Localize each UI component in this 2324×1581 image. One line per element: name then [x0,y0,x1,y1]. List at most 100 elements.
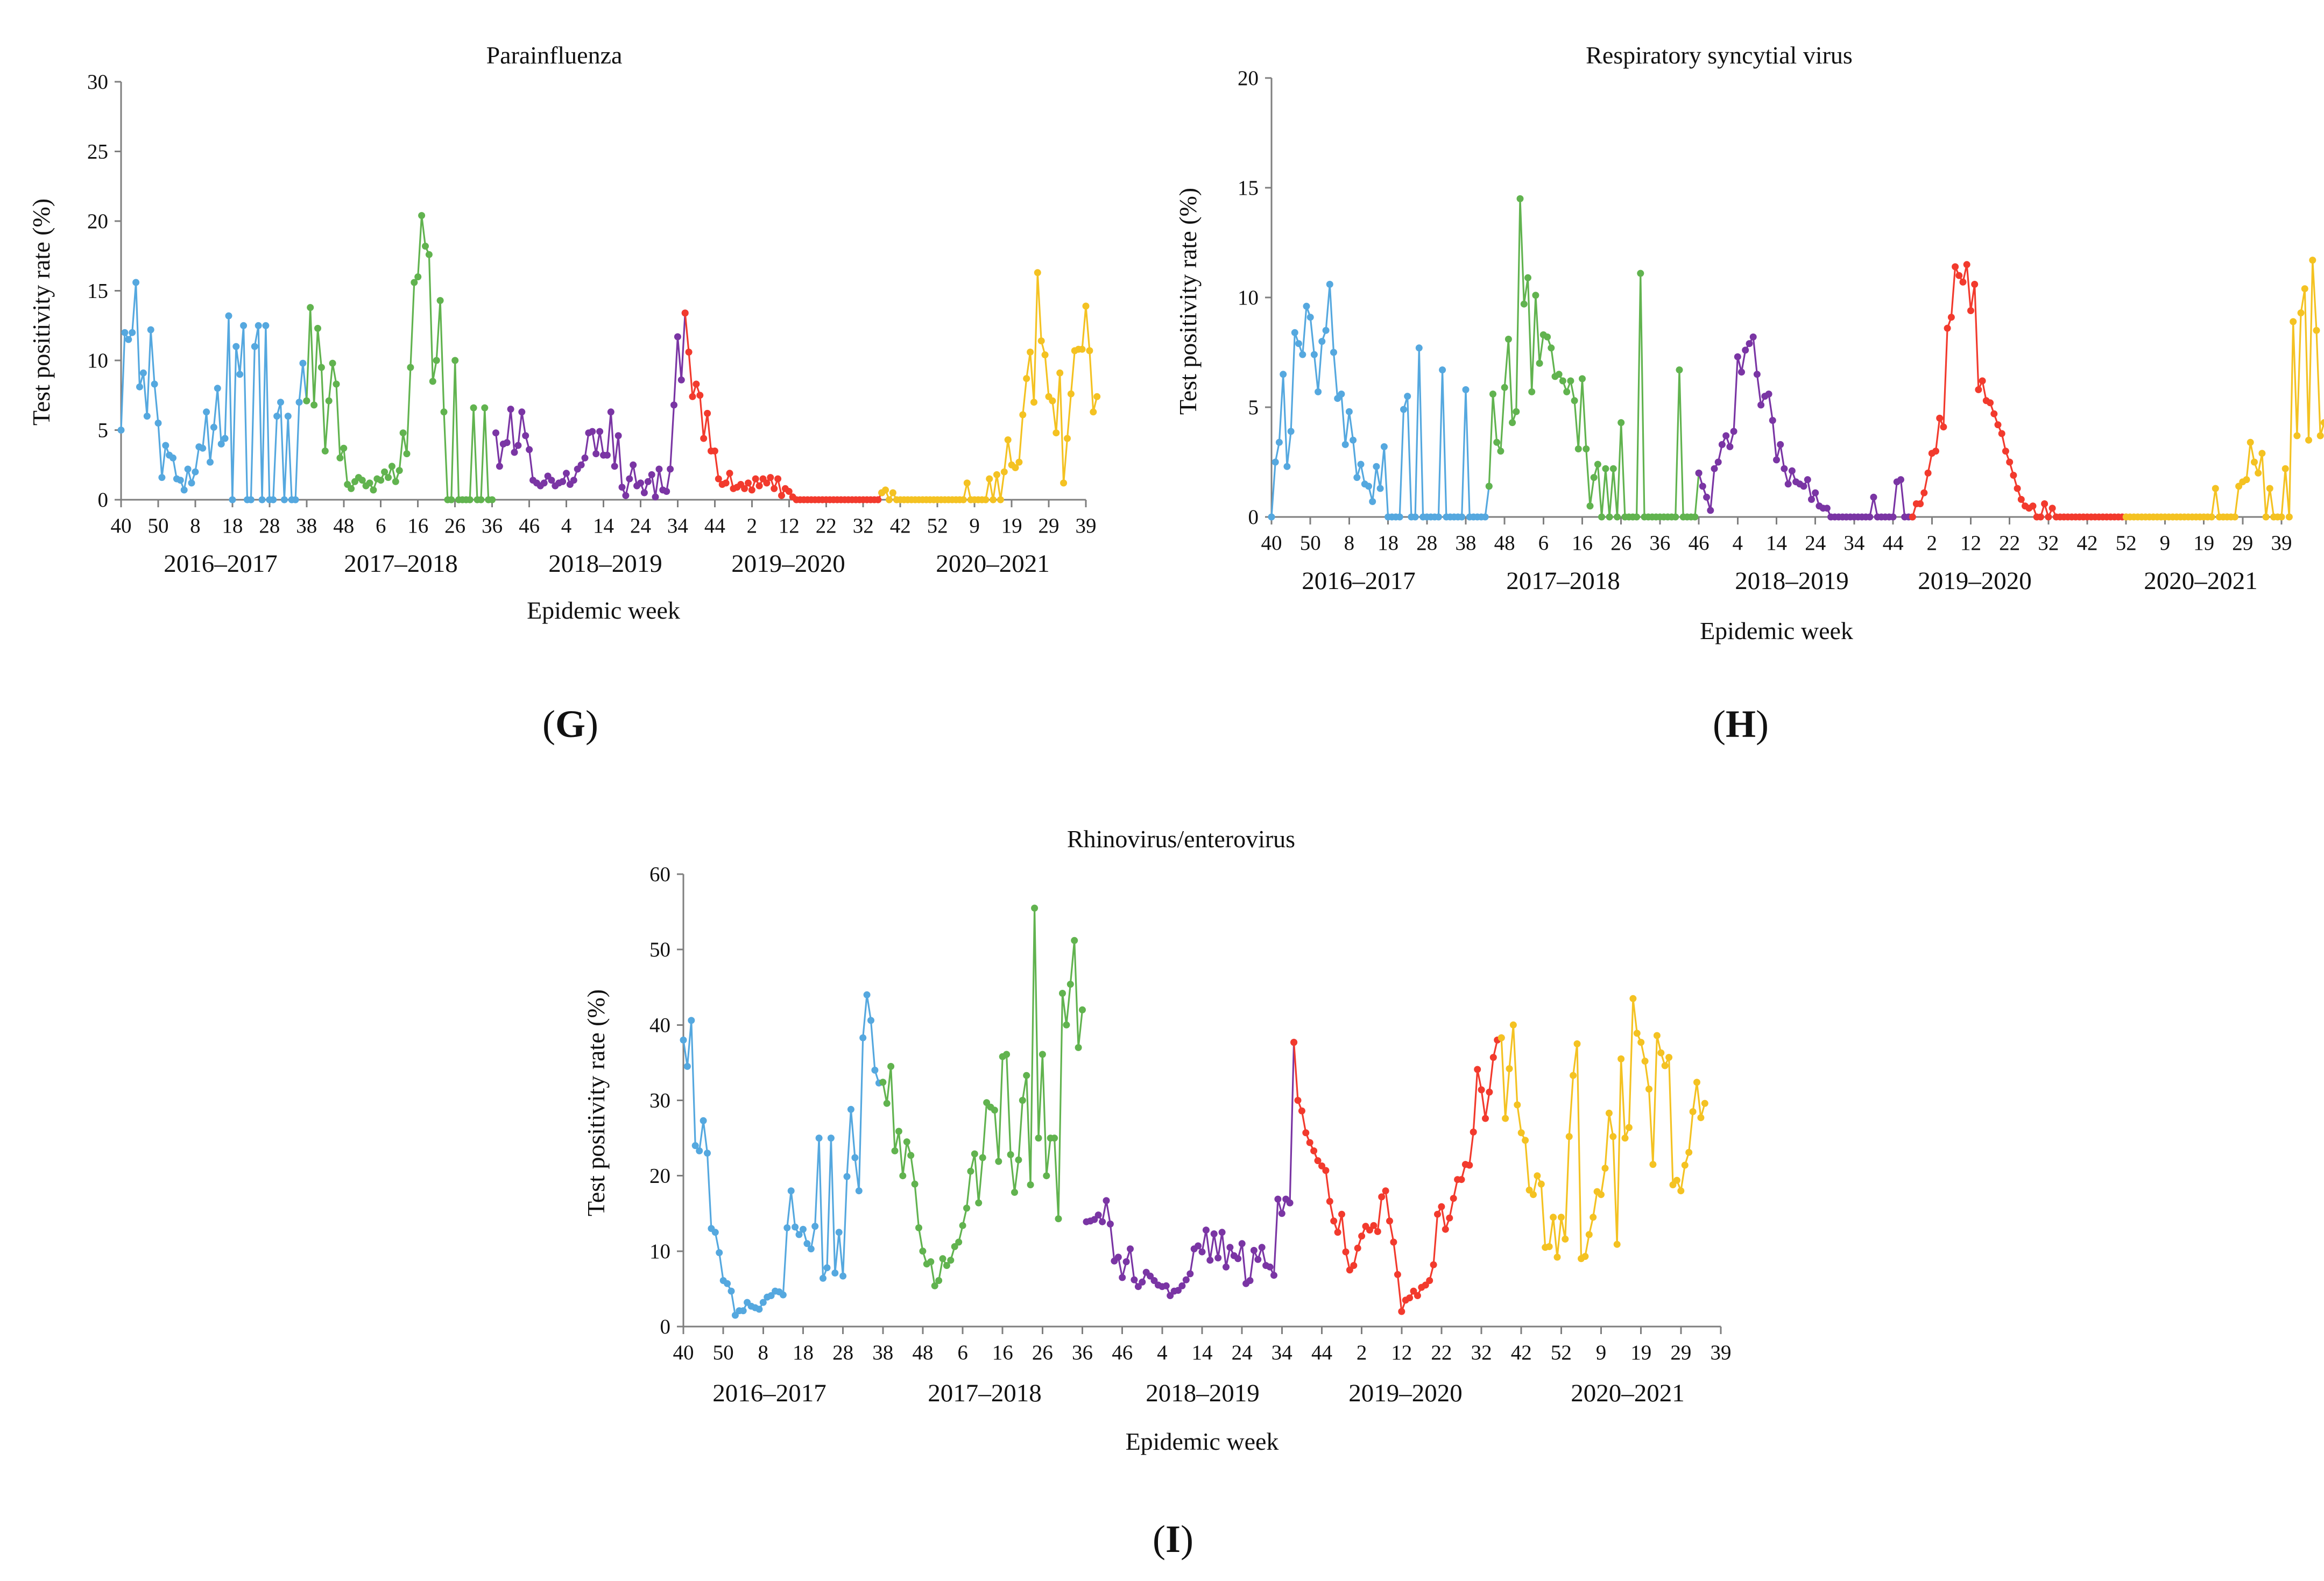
season-label-g-4: 2020–2021 [936,550,1050,578]
data-point-i-2017-2018-6 [903,1138,910,1146]
data-point-h-2020-2021-34 [2255,469,2262,477]
data-point-g-2018-2019-47 [667,465,674,473]
x-tick-label-i-10: 50 [713,1341,734,1364]
y-tick-label-g-5: 5 [98,419,109,442]
data-point-i-2018-2019-36 [1226,1244,1234,1251]
y-tick-label-g-30: 30 [87,70,108,94]
data-point-i-2020-2021-42 [1665,1054,1673,1061]
data-point-i-2017-2018-38 [1031,904,1039,912]
data-point-g-2018-2019-24 [581,454,589,462]
data-point-i-2018-2019-49 [1278,1210,1285,1217]
data-point-i-2017-2018-8 [911,1180,919,1188]
data-point-i-2016-2017-42 [847,1105,854,1113]
data-point-i-2020-2021-14 [1553,1253,1561,1261]
data-point-i-2019-2020-12 [1338,1210,1345,1218]
data-point-h-2017-2018-32 [1609,465,1617,472]
data-point-h-2016-2017-44 [1439,366,1446,374]
data-point-i-2017-2018-25 [979,1154,986,1161]
x-tick-label-i-260: 39 [1711,1341,1732,1364]
data-point-g-2017-2018-1 [307,304,314,311]
x-tick-label-i-220: 52 [1551,1341,1572,1364]
data-point-h-2020-2021-22 [2208,513,2215,521]
x-tick-label-h-250: 29 [2232,531,2253,555]
data-point-h-2016-2017-13 [1318,338,1326,345]
data-point-i-2019-2020-26 [1394,1271,1401,1278]
data-point-i-2018-2019-46 [1266,1263,1274,1271]
data-point-g-2018-2019-18 [559,478,567,485]
data-point-h-2016-2017-11 [1310,351,1318,358]
data-point-h-2016-2017-20 [1345,408,1353,415]
data-point-g-2018-2019-31 [607,408,614,416]
data-point-h-2016-2017-26 [1369,498,1376,505]
data-point-g-2016-2017-36 [251,343,258,350]
data-point-h-2017-2018-20 [1563,388,1571,395]
data-point-i-2019-2020-36 [1434,1210,1441,1218]
x-tick-label-g-10: 50 [147,514,168,537]
data-point-i-2019-2020-14 [1346,1266,1353,1274]
x-tick-label-h-260: 39 [2271,531,2292,555]
data-point-i-2016-2017-11 [724,1280,731,1287]
data-point-g-2019-2020-11 [722,479,730,487]
data-point-h-2018-2019-4 [1711,465,1718,472]
data-point-g-2017-2018-22 [385,474,392,481]
data-point-g-2016-2017-41 [270,496,277,504]
data-point-g-2017-2018-47 [477,496,485,504]
data-point-g-2020-2021-30 [990,496,997,504]
data-point-h-2018-2019-10 [1734,353,1741,360]
data-point-i-2019-2020-44 [1466,1161,1473,1169]
x-tick-label-h-10: 50 [1300,531,1321,555]
data-point-g-2018-2019-13 [540,479,548,487]
data-point-h-2020-2021-23 [2212,485,2219,492]
data-point-i-2018-2019-25 [1182,1276,1190,1284]
data-point-h-2017-2018-6 [1509,419,1516,427]
data-point-h-2018-2019-20 [1773,456,1780,464]
data-point-i-2016-2017-45 [859,1034,867,1041]
data-point-i-2019-2020-33 [1422,1281,1429,1289]
data-point-h-2016-2017-37 [1411,513,1419,521]
data-point-g-2016-2017-12 [162,442,169,449]
data-point-i-2020-2021-29 [1613,1240,1621,1248]
season-label-i-2: 2018–2019 [1146,1379,1260,1407]
data-point-i-2019-2020-1 [1294,1097,1302,1104]
data-point-i-2019-2020-21 [1374,1228,1381,1235]
data-point-h-2019-2020-2 [1917,500,1924,507]
data-point-g-2020-2021-48 [1056,369,1064,377]
x-tick-label-g-220: 52 [927,514,948,537]
data-point-i-2017-2018-36 [1023,1072,1030,1079]
data-point-g-2019-2020-18 [748,486,755,494]
data-point-h-2016-2017-9 [1303,302,1310,310]
data-point-h-2020-2021-32 [2247,438,2254,446]
data-point-g-2018-2019-49 [674,333,681,341]
data-point-g-2019-2020-22 [763,479,771,487]
data-point-g-2016-2017-23 [203,408,210,416]
data-point-h-2018-2019-2 [1703,493,1711,501]
data-point-i-2020-2021-5 [1517,1129,1525,1137]
x-tick-label-g-150: 34 [667,514,688,537]
x-tick-label-i-40: 28 [832,1341,853,1364]
data-point-g-2016-2017-42 [273,413,281,420]
data-point-g-2020-2021-54 [1078,345,1086,353]
data-point-i-2018-2019-14 [1139,1278,1146,1286]
data-point-i-2020-2021-49 [1693,1079,1700,1086]
data-point-i-2016-2017-8 [711,1229,719,1236]
season-label-h-0: 2016–2017 [1302,567,1416,595]
chart-title-h: Respiratory syncytial virus [1586,41,1853,69]
data-point-g-2020-2021-32 [997,496,1004,504]
data-point-i-2020-2021-18 [1570,1072,1577,1079]
data-point-h-2017-2018-5 [1504,336,1512,343]
data-point-g-2019-2020-2 [689,393,696,400]
data-point-g-2017-2018-37 [440,408,448,416]
data-point-g-2018-2019-26 [589,428,596,435]
data-point-h-2017-2018-30 [1602,465,1609,472]
data-point-g-2017-2018-23 [388,463,395,470]
data-point-g-2017-2018-35 [433,357,440,364]
data-point-g-2017-2018-0 [303,397,310,405]
data-point-g-2016-2017-33 [240,322,248,329]
data-point-h-2018-2019-0 [1695,469,1703,477]
y-tick-label-h-15: 15 [1238,176,1259,200]
data-point-h-2018-2019-24 [1788,467,1796,474]
data-point-g-2016-2017-27 [217,440,225,448]
data-point-h-2017-2018-22 [1571,397,1578,405]
data-point-i-2019-2020-42 [1458,1176,1465,1183]
data-point-h-2016-2017-3 [1280,371,1287,378]
